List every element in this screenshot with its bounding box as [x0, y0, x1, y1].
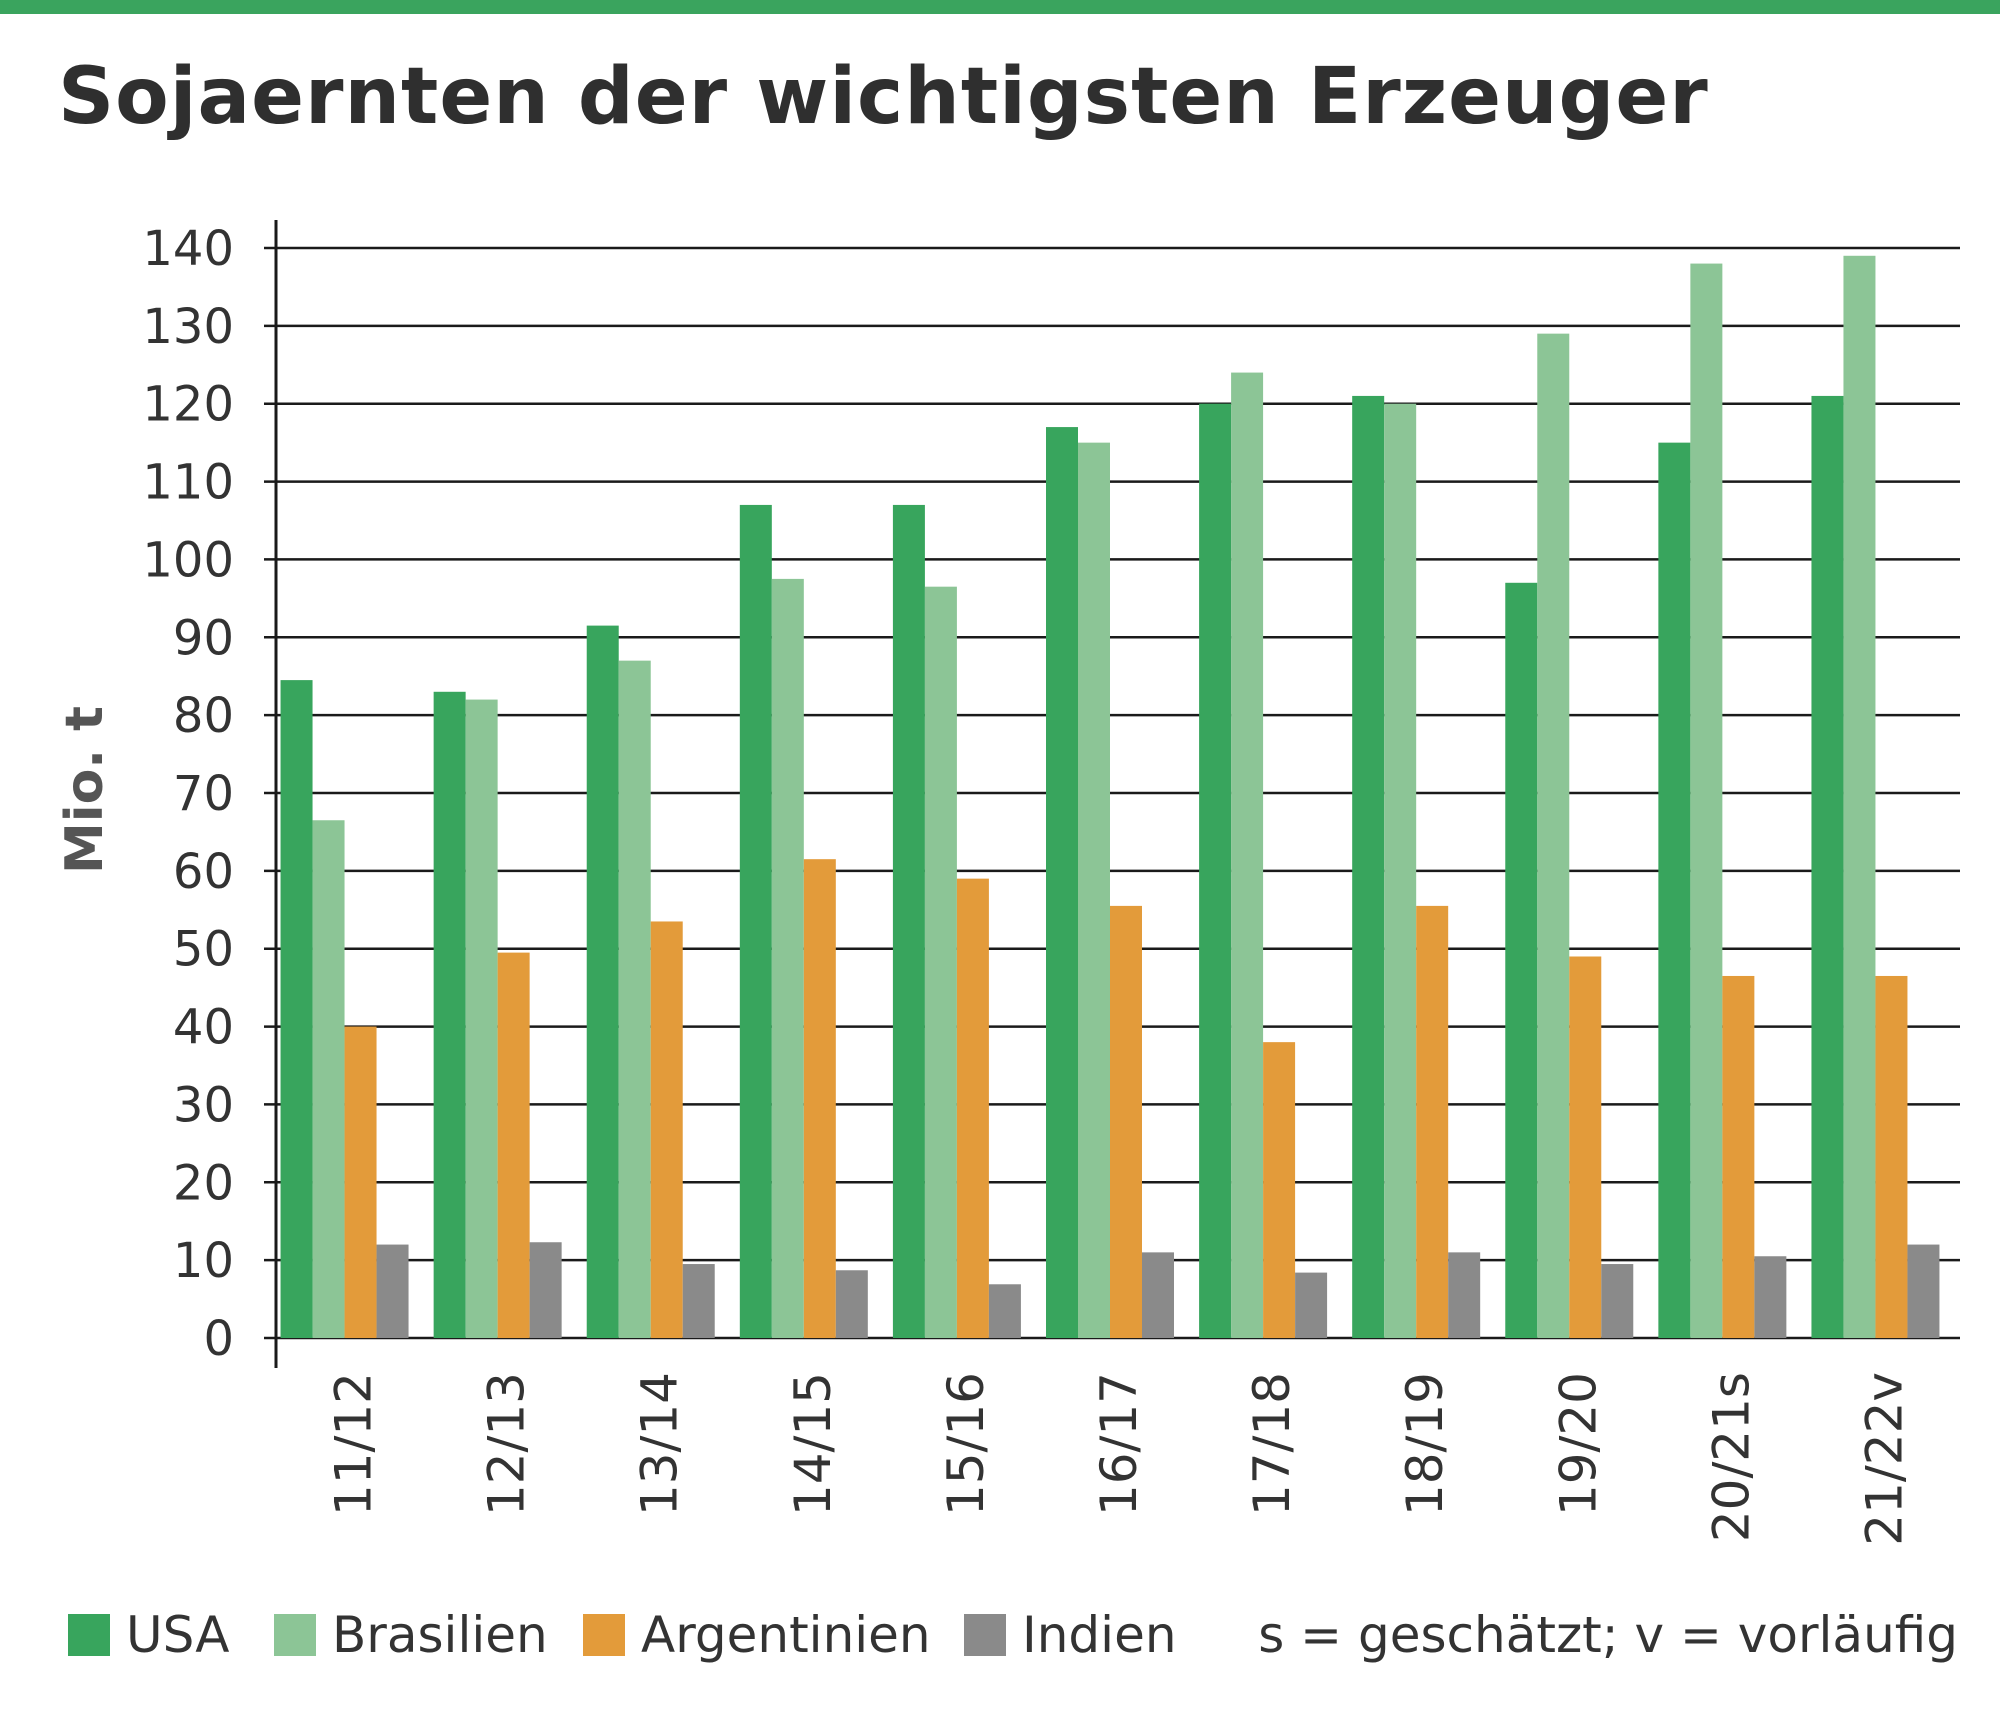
x-tick-label: 12/13	[478, 1372, 536, 1516]
bar-chart: 0 10 20 30 40 50 60 70 80 90 100 110 120 130 140 Mio. t…	[55, 220, 1960, 1546]
y-tick-label: 20	[173, 1155, 234, 1211]
legend-swatch-indien	[964, 1614, 1006, 1656]
bar-argentinien-21-22v	[1875, 975, 1908, 1338]
bar-brasilien-21-22v	[1843, 255, 1876, 1338]
legend-label-argentinien: Argentinien	[641, 1606, 931, 1664]
bar-usa-20-21s	[1658, 442, 1691, 1339]
bar-indien-19-20	[1601, 1264, 1634, 1338]
bar-usa-18-19	[1352, 395, 1385, 1338]
x-tick-label: 11/12	[325, 1372, 383, 1516]
bar-brasilien-16-17	[1078, 442, 1110, 1339]
bar-indien-12-13	[529, 1242, 562, 1338]
y-tick-label: 50	[173, 922, 234, 978]
bar-indien-21-22v	[1907, 1244, 1940, 1338]
y-tick-label: 40	[173, 1000, 234, 1056]
bar-usa-11-12	[280, 680, 313, 1338]
bar-argentinien-16-17	[1110, 905, 1142, 1338]
bar-usa-16-17	[1046, 427, 1078, 1339]
y-tick-label: 100	[142, 532, 234, 588]
bar-brasilien-20-21s	[1690, 263, 1723, 1339]
bar-argentinien-17-18	[1263, 1042, 1296, 1338]
bar-indien-11-12	[376, 1244, 409, 1338]
legend-label-indien: Indien	[1022, 1606, 1177, 1664]
bar-brasilien-18-19	[1384, 403, 1417, 1338]
legend-swatch-usa	[68, 1614, 110, 1656]
x-tick-label: 13/14	[631, 1372, 689, 1516]
chart-title: Sojaernten der wichtigsten Erzeuger	[58, 52, 1709, 142]
y-tick-label: 30	[173, 1077, 234, 1133]
y-axis-label: Mio. t	[55, 706, 115, 874]
bar-indien-15-16	[988, 1284, 1021, 1338]
bar-argentinien-15-16	[956, 878, 989, 1338]
x-tick-label: 20/21s	[1702, 1372, 1760, 1542]
x-tick-label: 18/19	[1396, 1372, 1454, 1516]
bar-brasilien-11-12	[312, 820, 345, 1338]
legend-label-brasilien: Brasilien	[332, 1606, 548, 1664]
bar-indien-14-15	[835, 1270, 868, 1338]
bar-indien-20-21s	[1754, 1256, 1787, 1338]
legend-item-argentinien: Argentinien	[583, 1600, 931, 1670]
bar-usa-14-15	[739, 504, 772, 1338]
bar-brasilien-13-14	[618, 660, 651, 1338]
x-tick-label: 19/20	[1549, 1372, 1607, 1516]
bar-argentinien-14-15	[803, 859, 836, 1338]
x-tick-label: 17/18	[1243, 1372, 1301, 1516]
bar-argentinien-13-14	[650, 921, 683, 1338]
bar-usa-13-14	[586, 625, 619, 1338]
bar-brasilien-19-20	[1537, 333, 1570, 1339]
x-tick-label: 14/15	[784, 1372, 842, 1516]
y-tick-label: 140	[142, 221, 234, 277]
bar-argentinien-19-20	[1569, 956, 1602, 1338]
legend: USA Brasilien Argentinien Indien s = ges…	[68, 1600, 1958, 1670]
bar-usa-21-22v	[1811, 395, 1844, 1338]
legend-item-usa: USA	[68, 1600, 229, 1670]
legend-swatch-argentinien	[583, 1614, 625, 1656]
x-tick-label: 16/17	[1090, 1372, 1148, 1516]
y-tick-label: 10	[173, 1233, 234, 1289]
legend-item-brasilien: Brasilien	[274, 1600, 548, 1670]
y-tick-label: 0	[203, 1311, 234, 1367]
y-tick-label: 60	[173, 844, 234, 900]
bar-indien-13-14	[682, 1264, 715, 1338]
bar-indien-18-19	[1448, 1252, 1481, 1338]
legend-label-usa: USA	[126, 1606, 230, 1664]
bar-usa-12-13	[433, 691, 466, 1338]
bar-indien-17-18	[1295, 1272, 1328, 1338]
footnote: s = geschätzt; v = vorläufig	[1258, 1606, 1958, 1664]
legend-swatch-brasilien	[274, 1614, 316, 1656]
y-tick-label: 130	[142, 299, 234, 355]
bar-argentinien-12-13	[497, 952, 530, 1338]
bar-brasilien-15-16	[924, 586, 957, 1338]
bar-brasilien-17-18	[1231, 372, 1264, 1339]
bar-argentinien-18-19	[1416, 905, 1449, 1338]
legend-item-indien: Indien	[964, 1600, 1177, 1670]
y-tick-label: 110	[142, 455, 234, 511]
y-tick-label: 120	[142, 377, 234, 433]
bar-usa-19-20	[1505, 582, 1538, 1338]
bar-argentinien-20-21s	[1722, 975, 1755, 1338]
top-accent-bar	[0, 0, 2000, 14]
bar-brasilien-14-15	[771, 578, 804, 1338]
bar-indien-16-17	[1142, 1252, 1174, 1338]
x-tick-label: 15/16	[937, 1372, 995, 1516]
y-tick-label: 80	[173, 688, 234, 744]
y-tick-label: 70	[173, 766, 234, 822]
bar-argentinien-11-12	[344, 1026, 377, 1338]
bar-usa-15-16	[892, 504, 925, 1338]
bar-brasilien-12-13	[465, 699, 498, 1338]
y-tick-label: 90	[173, 610, 234, 666]
bar-usa-17-18	[1199, 403, 1232, 1338]
x-tick-label: 21/22v	[1855, 1372, 1913, 1546]
